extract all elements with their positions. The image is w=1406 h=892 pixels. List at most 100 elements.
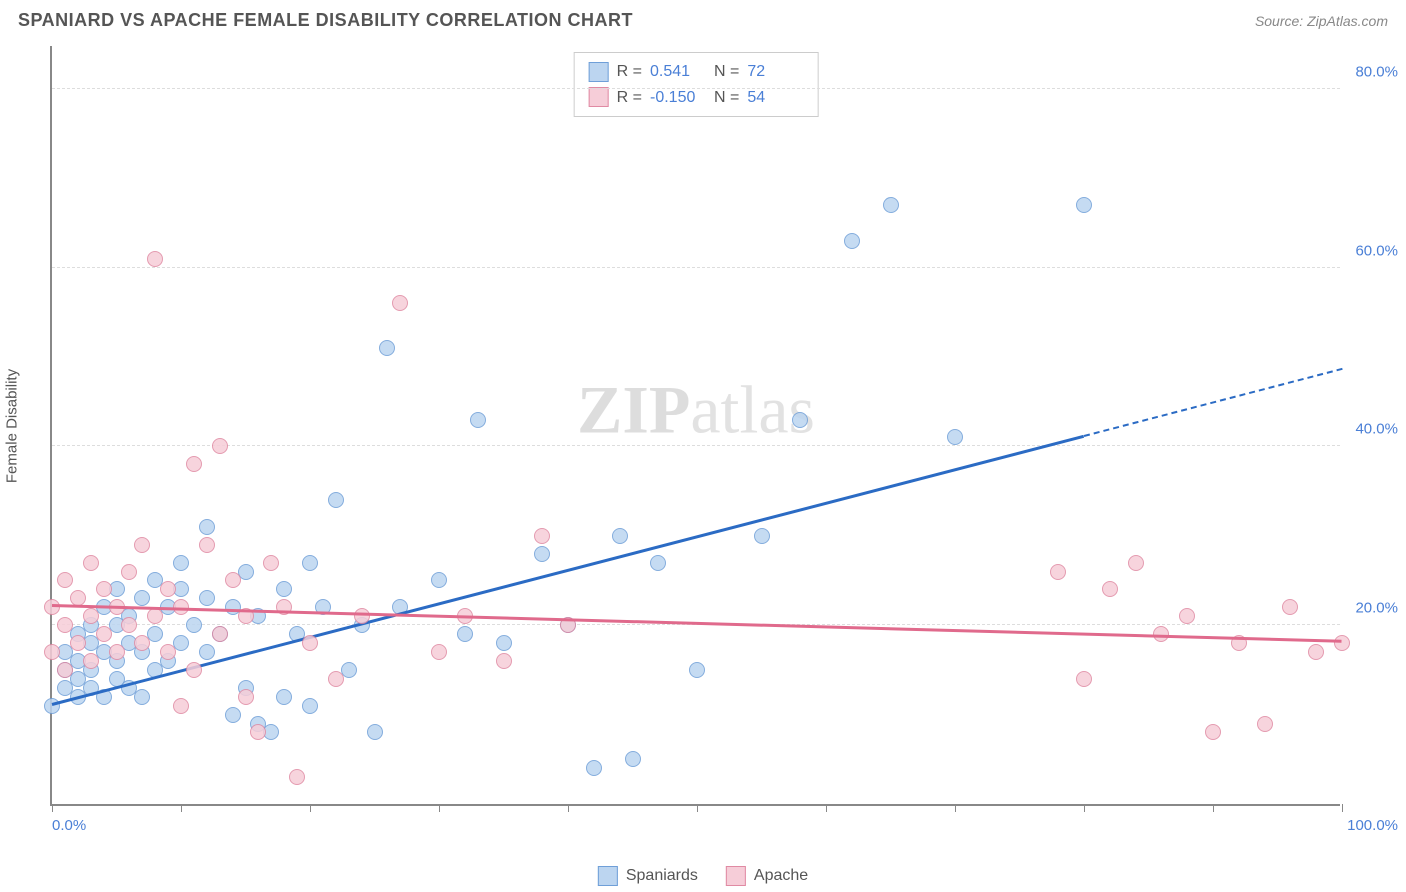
data-point <box>186 662 202 678</box>
data-point <box>612 528 628 544</box>
data-point <box>844 233 860 249</box>
data-point <box>83 555 99 571</box>
data-point <box>496 653 512 669</box>
y-axis-title: Female Disability <box>4 369 21 483</box>
data-point <box>134 537 150 553</box>
data-point <box>212 438 228 454</box>
data-point <box>109 644 125 660</box>
data-point <box>650 555 666 571</box>
data-point <box>947 429 963 445</box>
legend-swatch <box>726 866 746 886</box>
legend-item: Apache <box>726 866 808 886</box>
data-point <box>367 724 383 740</box>
data-point <box>250 724 266 740</box>
data-point <box>302 555 318 571</box>
x-axis-label: 100.0% <box>1347 817 1398 834</box>
data-point <box>186 456 202 472</box>
data-point <box>1076 197 1092 213</box>
data-point <box>302 698 318 714</box>
scatter-plot: ZIPatlas R =0.541N =72R =-0.150N =54 20.… <box>50 46 1340 806</box>
data-point <box>792 412 808 428</box>
data-point <box>1050 564 1066 580</box>
data-point <box>534 528 550 544</box>
n-value: 72 <box>747 59 803 85</box>
data-point <box>431 572 447 588</box>
data-point <box>199 537 215 553</box>
stats-row: R =0.541N =72 <box>589 59 804 85</box>
chart-header: SPANIARD VS APACHE FEMALE DISABILITY COR… <box>0 0 1406 37</box>
data-point <box>70 635 86 651</box>
data-point <box>238 689 254 705</box>
gridline <box>52 445 1340 446</box>
chart-area: Female Disability ZIPatlas R =0.541N =72… <box>50 46 1340 806</box>
r-label: R = <box>617 59 642 85</box>
data-point <box>392 295 408 311</box>
x-tick <box>697 804 698 812</box>
y-tick-label: 20.0% <box>1355 600 1398 617</box>
y-tick-label: 40.0% <box>1355 421 1398 438</box>
x-tick <box>955 804 956 812</box>
data-point <box>354 608 370 624</box>
data-point <box>212 626 228 642</box>
data-point <box>225 572 241 588</box>
data-point <box>199 519 215 535</box>
x-tick <box>439 804 440 812</box>
data-point <box>1334 635 1350 651</box>
data-point <box>57 662 73 678</box>
x-tick <box>181 804 182 812</box>
x-tick <box>826 804 827 812</box>
watermark: ZIPatlas <box>577 370 815 449</box>
chart-legend: Spaniards Apache <box>598 866 808 886</box>
legend-label: Spaniards <box>626 867 698 885</box>
data-point <box>121 617 137 633</box>
source-attribution: Source: ZipAtlas.com <box>1255 13 1388 29</box>
series-swatch <box>589 87 609 107</box>
data-point <box>96 626 112 642</box>
data-point <box>160 581 176 597</box>
data-point <box>160 644 176 660</box>
data-point <box>44 599 60 615</box>
data-point <box>625 751 641 767</box>
data-point <box>431 644 447 660</box>
x-tick <box>1342 804 1343 812</box>
x-axis-label: 0.0% <box>52 817 86 834</box>
data-point <box>147 608 163 624</box>
data-point <box>328 492 344 508</box>
data-point <box>276 581 292 597</box>
data-point <box>57 572 73 588</box>
chart-title: SPANIARD VS APACHE FEMALE DISABILITY COR… <box>18 10 633 31</box>
y-tick-label: 80.0% <box>1355 63 1398 80</box>
x-tick <box>568 804 569 812</box>
data-point <box>1257 716 1273 732</box>
x-tick <box>1084 804 1085 812</box>
data-point <box>1102 581 1118 597</box>
legend-item: Spaniards <box>598 866 698 886</box>
data-point <box>83 653 99 669</box>
series-swatch <box>589 62 609 82</box>
data-point <box>199 590 215 606</box>
x-tick <box>52 804 53 812</box>
data-point <box>186 617 202 633</box>
trend-line <box>52 434 1085 705</box>
data-point <box>225 707 241 723</box>
data-point <box>96 581 112 597</box>
data-point <box>44 644 60 660</box>
data-point <box>470 412 486 428</box>
data-point <box>276 689 292 705</box>
gridline <box>52 88 1340 89</box>
data-point <box>379 340 395 356</box>
gridline <box>52 267 1340 268</box>
data-point <box>83 608 99 624</box>
data-point <box>289 769 305 785</box>
data-point <box>754 528 770 544</box>
legend-swatch <box>598 866 618 886</box>
data-point <box>134 635 150 651</box>
data-point <box>328 671 344 687</box>
data-point <box>134 689 150 705</box>
data-point <box>496 635 512 651</box>
data-point <box>173 555 189 571</box>
data-point <box>121 564 137 580</box>
data-point <box>57 617 73 633</box>
data-point <box>586 760 602 776</box>
data-point <box>1205 724 1221 740</box>
